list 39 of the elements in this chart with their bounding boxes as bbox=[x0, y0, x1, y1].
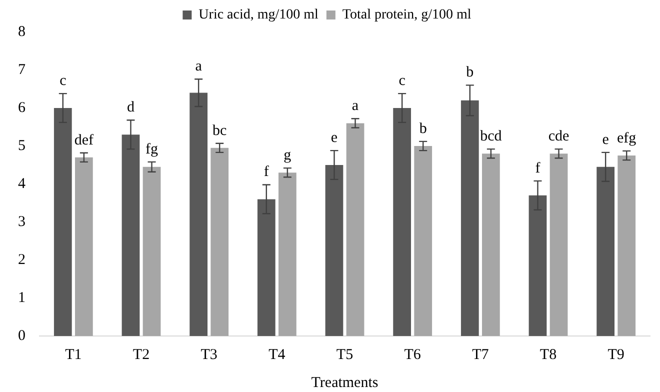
x-tick-label: T6 bbox=[404, 346, 422, 363]
y-tick-label: 8 bbox=[18, 24, 26, 40]
legend-label: Total protein, g/100 ml bbox=[342, 8, 472, 23]
data-label: f bbox=[264, 164, 269, 180]
y-tick-label: 2 bbox=[18, 252, 26, 268]
y-tick-label: 4 bbox=[18, 176, 26, 192]
data-label: c bbox=[60, 72, 67, 89]
data-label: d bbox=[126, 100, 135, 116]
y-tick-label: 3 bbox=[18, 214, 26, 230]
x-tick-label: T7 bbox=[472, 346, 490, 363]
x-tick-label: T2 bbox=[132, 346, 150, 363]
data-label: cde bbox=[548, 128, 570, 144]
data-label: b bbox=[466, 64, 474, 81]
data-label: e bbox=[330, 130, 338, 146]
data-label: bcd bbox=[480, 128, 502, 144]
data-label: a bbox=[352, 98, 359, 114]
legend-label: Uric acid, mg/100 ml bbox=[198, 8, 319, 23]
x-tick-label: T9 bbox=[608, 346, 624, 363]
x-tick-label: T1 bbox=[65, 346, 82, 363]
data-label: efg bbox=[617, 130, 637, 146]
x-tick-label: T5 bbox=[336, 346, 354, 363]
data-label: fg bbox=[146, 141, 159, 158]
x-tick-label: T4 bbox=[268, 346, 286, 363]
y-tick-label: 1 bbox=[18, 290, 26, 306]
x-tick-label: T3 bbox=[200, 346, 218, 363]
data-label: g bbox=[284, 147, 292, 164]
y-tick-label: 0 bbox=[18, 328, 26, 344]
x-tick-label: T8 bbox=[540, 346, 557, 363]
data-label: f bbox=[535, 160, 540, 176]
x-axis-title: Treatments bbox=[311, 374, 378, 391]
data-label: bc bbox=[212, 122, 228, 139]
y-tick-label: 7 bbox=[18, 62, 26, 78]
y-tick-label: 5 bbox=[18, 138, 26, 154]
data-label: a bbox=[195, 58, 202, 75]
data-label: e bbox=[602, 132, 610, 148]
y-tick-label: 6 bbox=[18, 100, 26, 116]
data-label: c bbox=[398, 72, 406, 89]
data-label: b bbox=[419, 120, 427, 137]
data-label: def bbox=[74, 132, 94, 148]
